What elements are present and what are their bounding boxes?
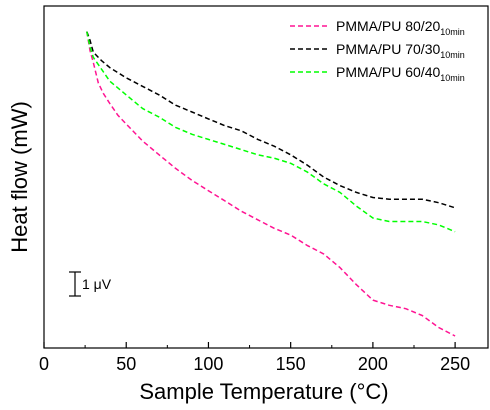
series-line-2 [86,31,456,209]
legend-label-3: PMMA/PU 60/4010min [336,64,465,83]
series-line-3 [86,31,456,233]
series-layer [86,31,456,337]
scale-bar-label: 1 μV [82,276,112,292]
x-tick-label-250: 250 [440,354,470,374]
x-tick-label-50: 50 [116,354,136,374]
scale-bar: 1 μV [69,271,112,297]
plot-frame [43,5,489,349]
legend-label-2: PMMA/PU 70/3010min [336,41,465,60]
x-tick-label-100: 100 [193,354,223,374]
x-tick-label-150: 150 [276,354,306,374]
legend-label-1: PMMA/PU 80/2010min [336,18,465,37]
legend: PMMA/PU 80/2010min PMMA/PU 70/3010min PMMA… [290,18,465,83]
x-axis-ticks: 0 50 100 150 200 250 [39,342,470,374]
x-axis-label: Sample Temperature (°C) [139,379,388,404]
x-tick-label-0: 0 [39,354,49,374]
series-line-1 [86,31,456,337]
x-tick-label-200: 200 [358,354,388,374]
y-axis-label: Heat flow (mW) [7,101,32,253]
